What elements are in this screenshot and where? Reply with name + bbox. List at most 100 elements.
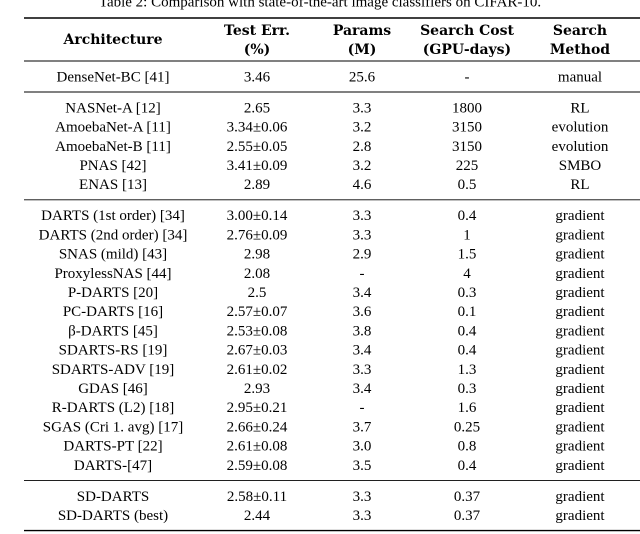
header-cell: Method	[550, 42, 610, 58]
table-cell: 3.0	[353, 439, 372, 455]
table-cell: gradient	[555, 439, 605, 455]
table-cell: 2.66±0.24	[227, 419, 288, 435]
table-cell: 3.4	[353, 381, 372, 397]
table-cell: 0.4	[458, 343, 477, 359]
header-cell: Params	[333, 23, 391, 39]
table-cell: P-DARTS [20]	[68, 285, 158, 301]
table-cell: 3.2	[353, 120, 372, 136]
table-cell: 2.5	[248, 285, 267, 301]
table-cell: 3.00±0.14	[227, 208, 288, 224]
table-cell: 3.41±0.09	[227, 158, 288, 174]
table-cell: 2.89	[244, 177, 270, 193]
table-cell: NASNet-A [12]	[65, 100, 160, 116]
table-cell: 0.4	[458, 323, 477, 339]
table-cell: 3.3	[353, 362, 372, 378]
table-cell: 2.61±0.02	[227, 362, 288, 378]
table-cell: 0.37	[454, 508, 481, 524]
table-cell: RL	[570, 177, 589, 193]
table-cell: 2.67±0.03	[227, 343, 288, 359]
caption: Table 2: Comparison with state-of-the-ar…	[99, 0, 541, 10]
table-cell: gradient	[555, 458, 605, 474]
table-cell: 3.5	[353, 458, 372, 474]
table-cell: 1.5	[458, 247, 477, 263]
table-cell: 3.34±0.06	[227, 120, 288, 136]
table-cell: DARTS-[47]	[74, 458, 152, 474]
table-cell: ENAS [13]	[79, 177, 147, 193]
table-cell: 2.53±0.08	[227, 323, 288, 339]
table-cell: 3.3	[353, 508, 372, 524]
table-cell: 3.46	[244, 69, 271, 85]
table-cell: 4.6	[353, 177, 372, 193]
table-cell: 0.25	[454, 419, 480, 435]
table-cell: AmoebaNet-A [11]	[55, 120, 171, 136]
table-cell: PC-DARTS [16]	[63, 304, 163, 320]
table-cell: ProxylessNAS [44]	[54, 266, 171, 282]
table-cell: 2.98	[244, 247, 270, 263]
table-cell: 25.6	[349, 69, 376, 85]
table-cell: 3150	[452, 139, 482, 155]
table-cell: 3.4	[353, 343, 372, 359]
table-cell: gradient	[555, 227, 605, 243]
table-cell: gradient	[555, 247, 605, 263]
table-cell: SD-DARTS	[77, 489, 149, 505]
table-cell: 0.3	[458, 381, 477, 397]
table-cell: gradient	[555, 266, 605, 282]
table-cell: DARTS (2nd order) [34]	[39, 227, 188, 243]
table-cell: SNAS (mild) [43]	[59, 247, 167, 263]
table-cell: 0.3	[458, 285, 477, 301]
table-cell: gradient	[555, 400, 605, 416]
table-cell: manual	[558, 69, 602, 85]
table-cell: SMBO	[559, 158, 602, 174]
table-cell: gradient	[555, 508, 605, 524]
table-cell: evolution	[552, 139, 609, 155]
table-cell: gradient	[555, 489, 605, 505]
table-cell: 0.5	[458, 177, 477, 193]
table-cell: SD-DARTS (best)	[58, 508, 168, 524]
table-cell: 2.57±0.07	[227, 304, 288, 320]
header-cell: (M)	[348, 42, 377, 58]
table-cell: gradient	[555, 362, 605, 378]
table-cell: gradient	[555, 323, 605, 339]
header-cell: Search	[553, 23, 607, 39]
table-cell: PNAS [42]	[79, 158, 146, 174]
table-cell: -	[465, 69, 470, 85]
table-cell: 2.55±0.05	[227, 139, 288, 155]
table-cell: gradient	[555, 419, 605, 435]
header-cell: Test Err.	[224, 23, 290, 39]
header-cell: Search Cost	[420, 23, 514, 39]
table-cell: DARTS (1st order) [34]	[41, 208, 185, 224]
table-cell: 0.4	[458, 458, 477, 474]
table-cell: 3.6	[353, 304, 372, 320]
table-cell: gradient	[555, 381, 605, 397]
table-cell: 0.4	[458, 208, 477, 224]
table-cell: 2.8	[353, 139, 372, 155]
table-cell: β-DARTS [45]	[68, 323, 158, 339]
header-cell: (GPU-days)	[423, 42, 511, 58]
table-cell: SDARTS-RS [19]	[59, 343, 168, 359]
table-cell: SGAS (Cri 1. avg) [17]	[43, 419, 183, 435]
table-cell: 2.61±0.08	[227, 439, 288, 455]
table-cell: gradient	[555, 285, 605, 301]
table-cell: 2.08	[244, 266, 270, 282]
table-cell: -	[360, 266, 365, 282]
table-cell: 1	[463, 227, 471, 243]
table-cell: SDARTS-ADV [19]	[52, 362, 175, 378]
table-cell: 1.6	[458, 400, 477, 416]
table-cell: DenseNet-BC [41]	[57, 69, 170, 85]
table-cell: 3.7	[353, 419, 372, 435]
table-cell: GDAS [46]	[78, 381, 148, 397]
table-cell: 2.93	[244, 381, 270, 397]
table-cell: 2.95±0.21	[227, 400, 288, 416]
table-cell: 2.9	[353, 247, 372, 263]
table-cell: 3.3	[353, 208, 372, 224]
table-cell: 2.59±0.08	[227, 458, 288, 474]
table-cell: 0.1	[458, 304, 477, 320]
table-cell: 3.3	[353, 227, 372, 243]
table-cell: 3.8	[353, 323, 372, 339]
table-cell: 4	[463, 266, 471, 282]
table-cell: 1800	[452, 100, 482, 116]
table-cell: gradient	[555, 208, 605, 224]
table-cell: 3.2	[353, 158, 372, 174]
